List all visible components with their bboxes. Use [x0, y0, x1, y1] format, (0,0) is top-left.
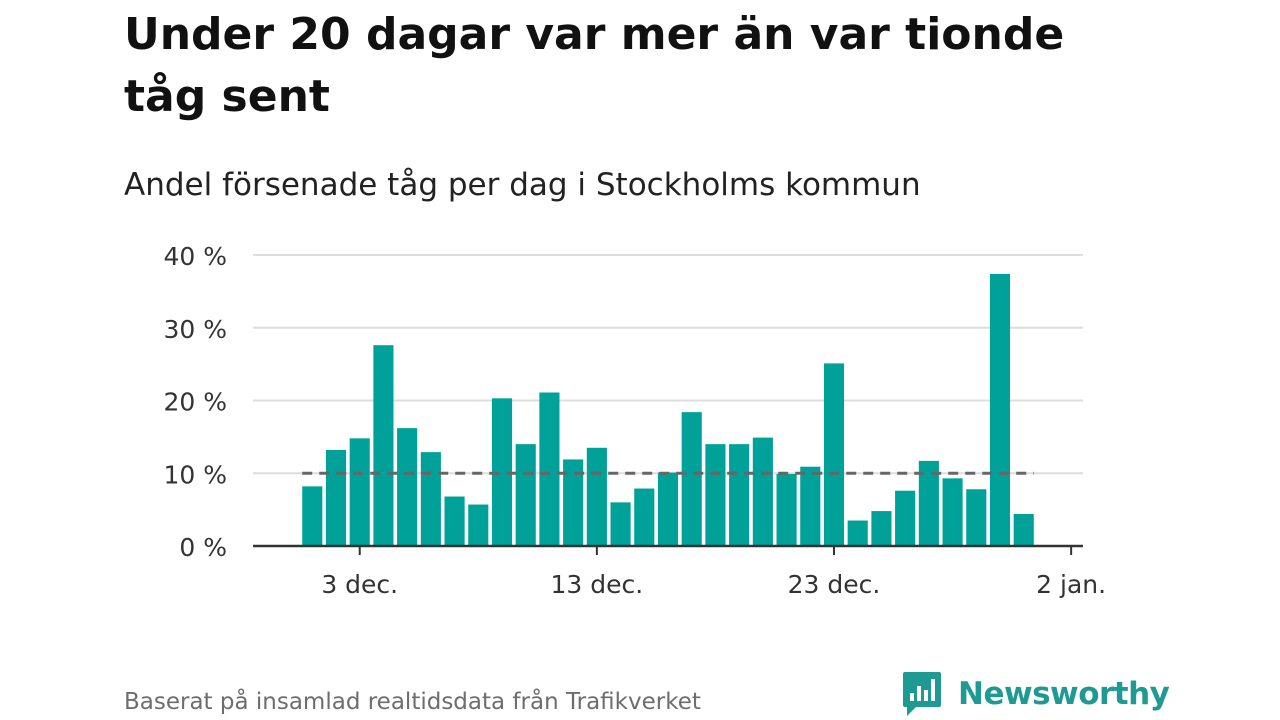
bar	[871, 511, 892, 546]
bar	[539, 392, 560, 546]
x-tick-label: 13 dec.	[551, 570, 644, 599]
bar	[349, 438, 370, 546]
x-tick-label: 23 dec.	[788, 570, 881, 599]
bar-chart: 0 % 10 % 20 % 30 % 40 % 3 dec. 13 dec. 23 dec. 2…	[163, 242, 1106, 599]
bar	[610, 502, 631, 546]
bar	[800, 466, 821, 546]
bar	[657, 472, 679, 546]
newsworthy-logo: Newsworthy	[902, 668, 1170, 720]
bar	[752, 437, 773, 546]
bar	[444, 496, 465, 546]
x-tick-label: 3 dec.	[321, 570, 398, 599]
bar	[823, 363, 845, 546]
bar	[1013, 513, 1034, 546]
y-tick-label: 10 %	[163, 460, 227, 489]
bar	[729, 444, 750, 546]
axes: 0 % 10 % 20 % 30 % 40 % 3 dec. 13 dec. 23 dec. 2…	[163, 242, 1106, 599]
bar	[634, 488, 655, 546]
bar	[847, 520, 868, 546]
y-tick-label: 40 %	[163, 242, 227, 271]
bar	[420, 452, 441, 546]
bar	[942, 478, 963, 546]
bar	[397, 428, 418, 546]
bar	[468, 504, 489, 546]
bar	[325, 449, 347, 546]
bar	[302, 486, 323, 546]
bar-chart-speech-bubble-icon	[903, 672, 941, 716]
chart-title: Under 20 dagar var mer än var tionde tåg…	[124, 9, 1065, 122]
y-tick-label: 0 %	[179, 533, 227, 562]
bar	[989, 273, 1011, 546]
bar	[895, 490, 916, 546]
bar	[515, 444, 536, 546]
bar	[491, 398, 513, 546]
y-tick-label: 20 %	[163, 388, 227, 417]
bars	[302, 273, 1034, 546]
bar	[966, 489, 987, 546]
bar	[373, 345, 394, 546]
bar	[918, 460, 939, 546]
x-tick-label: 2 jan.	[1036, 570, 1106, 599]
bar	[776, 473, 797, 546]
chart-subtitle: Andel försenade tåg per dag i Stockholms…	[124, 167, 921, 203]
brand-name: Newsworthy	[958, 676, 1170, 712]
bar	[681, 412, 702, 546]
bar	[705, 444, 726, 546]
y-tick-label: 30 %	[163, 315, 227, 344]
bar	[563, 459, 584, 546]
bar	[586, 447, 607, 546]
source-note: Baserat på insamlad realtidsdata från Tr…	[124, 689, 701, 715]
